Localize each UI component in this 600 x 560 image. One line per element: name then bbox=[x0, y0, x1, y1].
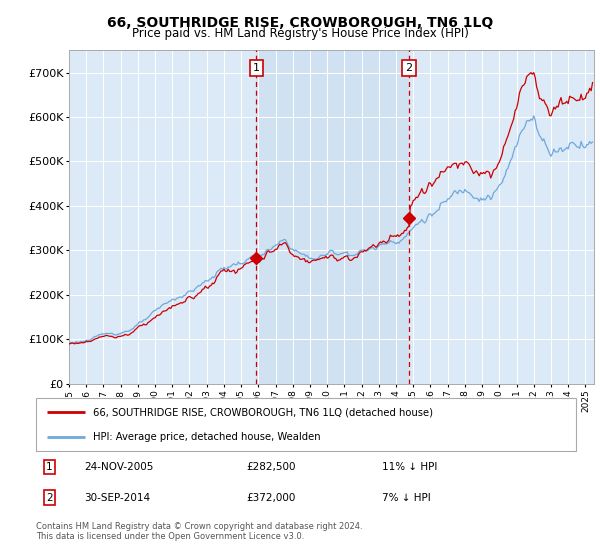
Text: 66, SOUTHRIDGE RISE, CROWBOROUGH, TN6 1LQ (detached house): 66, SOUTHRIDGE RISE, CROWBOROUGH, TN6 1L… bbox=[92, 408, 433, 418]
Text: Contains HM Land Registry data © Crown copyright and database right 2024.
This d: Contains HM Land Registry data © Crown c… bbox=[36, 522, 362, 542]
FancyBboxPatch shape bbox=[36, 398, 576, 451]
Text: Price paid vs. HM Land Registry's House Price Index (HPI): Price paid vs. HM Land Registry's House … bbox=[131, 27, 469, 40]
Text: 7% ↓ HPI: 7% ↓ HPI bbox=[382, 493, 430, 503]
Text: 1: 1 bbox=[46, 462, 53, 472]
Text: £372,000: £372,000 bbox=[247, 493, 296, 503]
Text: 11% ↓ HPI: 11% ↓ HPI bbox=[382, 462, 437, 472]
Text: 2: 2 bbox=[46, 493, 53, 503]
Text: £282,500: £282,500 bbox=[247, 462, 296, 472]
Text: HPI: Average price, detached house, Wealden: HPI: Average price, detached house, Weal… bbox=[92, 432, 320, 442]
Bar bbox=[256, 50, 409, 384]
Text: 1: 1 bbox=[253, 63, 260, 73]
Text: 30-SEP-2014: 30-SEP-2014 bbox=[85, 493, 151, 503]
Text: 24-NOV-2005: 24-NOV-2005 bbox=[85, 462, 154, 472]
Text: 66, SOUTHRIDGE RISE, CROWBOROUGH, TN6 1LQ: 66, SOUTHRIDGE RISE, CROWBOROUGH, TN6 1L… bbox=[107, 16, 493, 30]
Text: 2: 2 bbox=[406, 63, 413, 73]
